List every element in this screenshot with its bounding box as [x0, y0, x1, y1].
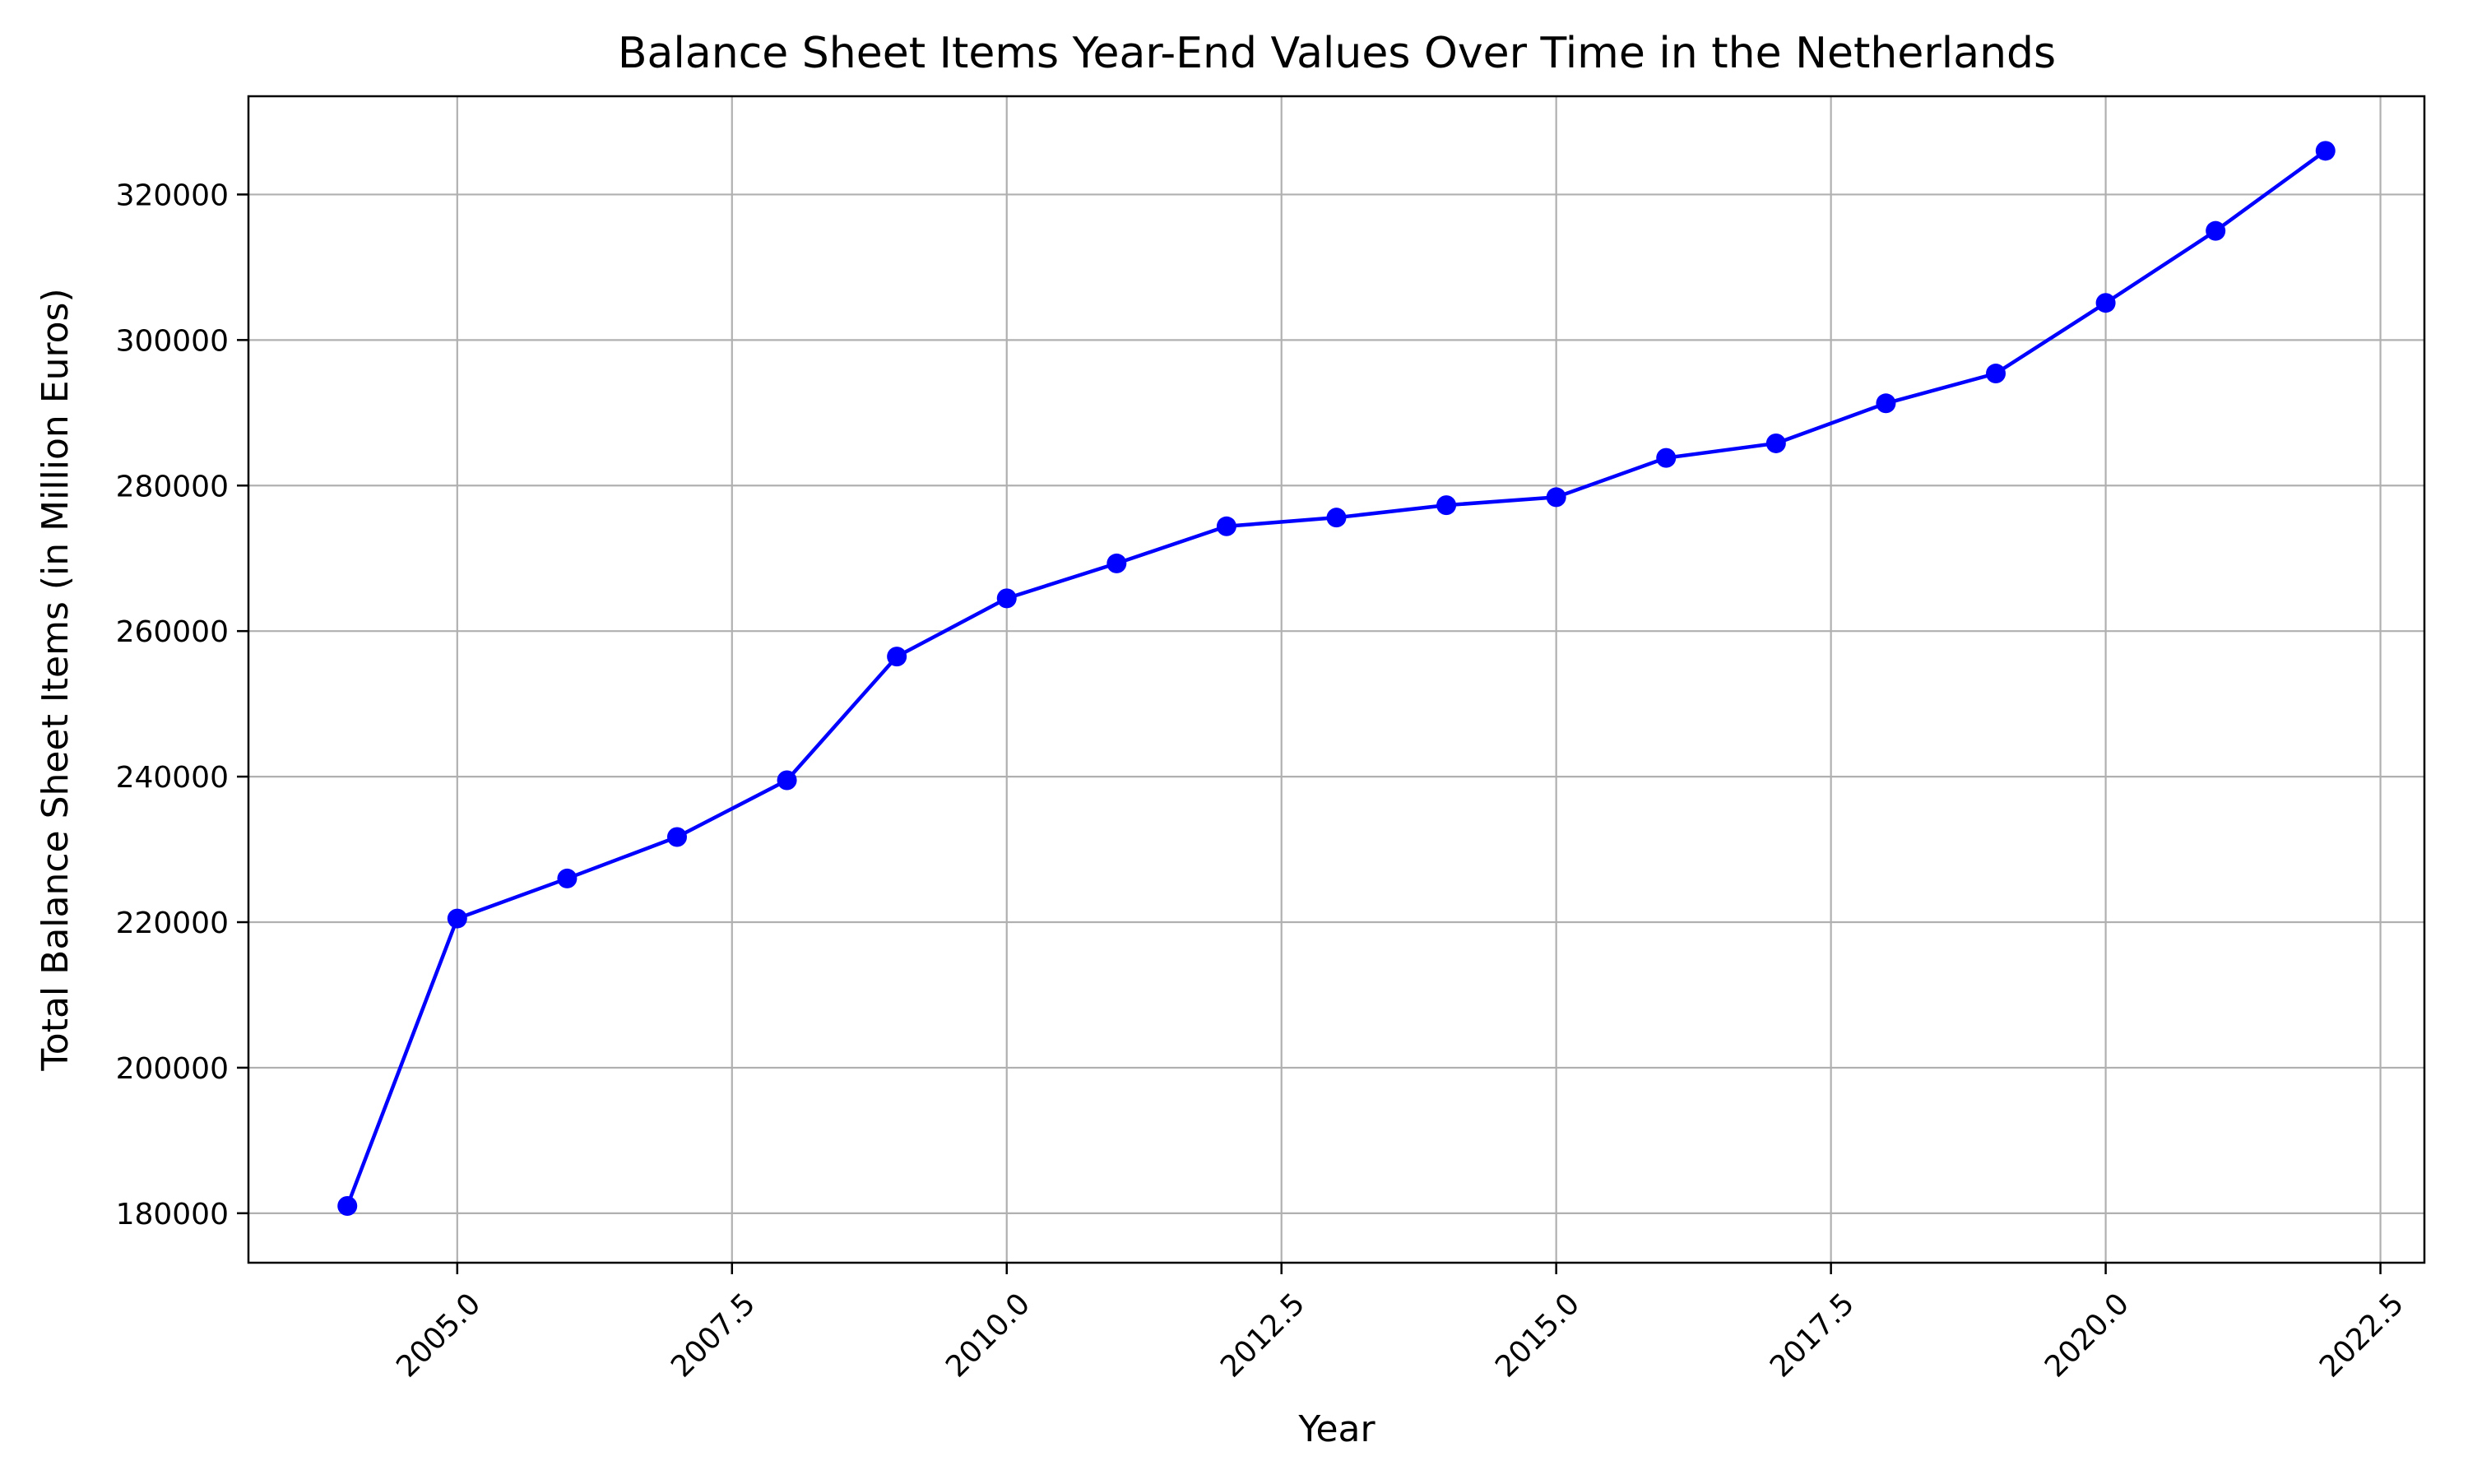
y-axis-ticks: 180000 200000 220000 240000 260000 280000 3000…	[116, 179, 248, 1231]
y-tick-label: 220000	[116, 907, 229, 940]
data-point-marker	[887, 647, 907, 667]
data-point-marker	[1765, 433, 1786, 453]
data-point-marker	[1986, 364, 2006, 384]
data-point-marker	[2315, 141, 2336, 161]
chart-title: Balance Sheet Items Year-End Values Over…	[618, 29, 2056, 78]
y-tick-label: 240000	[116, 761, 229, 795]
series-layer	[337, 141, 2336, 1217]
x-axis-label: Year	[1297, 1408, 1375, 1450]
plot-area-frame	[247, 95, 2426, 1264]
data-point-marker	[337, 1196, 358, 1217]
data-point-marker	[996, 588, 1017, 609]
y-tick-label: 280000	[116, 470, 229, 503]
data-point-marker	[1106, 553, 1127, 573]
data-point-marker	[1216, 516, 1236, 536]
data-point-marker	[1436, 495, 1457, 516]
data-point-marker	[777, 770, 797, 791]
data-point-marker	[2095, 293, 2116, 313]
data-point-marker	[666, 827, 687, 847]
data-point-marker	[447, 908, 467, 929]
data-point-marker	[1326, 508, 1347, 528]
data-point-marker	[1656, 448, 1677, 468]
y-tick-label: 200000	[116, 1052, 229, 1086]
y-tick-label: 320000	[116, 179, 229, 212]
y-axis-label: Total Balance Sheet Items (in Million Eu…	[35, 288, 77, 1071]
grid-lines	[248, 96, 2424, 1263]
y-tick-label: 260000	[116, 615, 229, 649]
data-point-marker	[2206, 220, 2226, 241]
data-point-marker	[1876, 393, 1896, 414]
data-point-marker	[1546, 487, 1566, 508]
y-tick-label: 300000	[116, 324, 229, 358]
data-point-marker	[557, 868, 578, 888]
y-tick-label: 180000	[116, 1198, 229, 1231]
